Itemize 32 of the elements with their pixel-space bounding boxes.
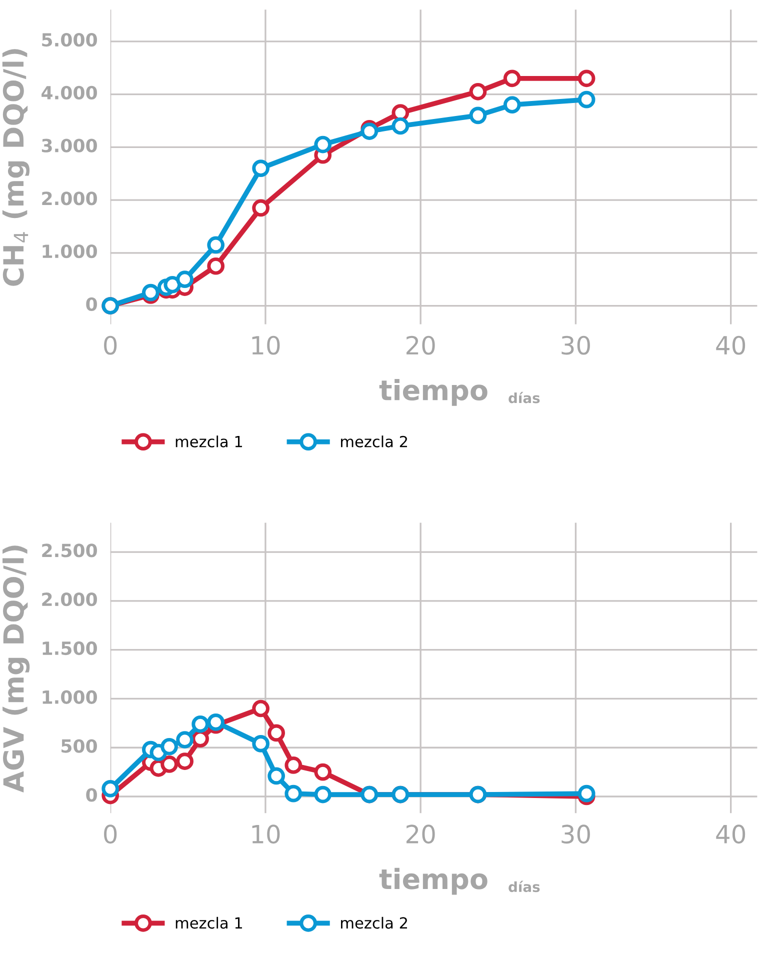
y-tick-label: 2.000 (42, 192, 97, 206)
y-tick-label: 500 (62, 739, 97, 753)
y-tick-label: 2.000 (42, 592, 97, 606)
legend-label: mezcla 2 (341, 916, 407, 929)
y-tick-label: 3.000 (42, 138, 97, 152)
text: días (508, 392, 540, 404)
x-tick-label: 30 (562, 336, 590, 355)
y-tick-label: 2.500 (42, 544, 97, 558)
x-tick-label: 40 (716, 336, 746, 355)
y-tick-label: 4.000 (42, 86, 97, 100)
legend-label: mezcla 1 (176, 436, 242, 448)
text: días (508, 880, 540, 892)
x-tick-label: 10 (252, 336, 280, 355)
y-tick-label: 1.000 (42, 244, 97, 258)
y-axis-title: CH$_{4}$ (mg DQO/l) (2, 49, 30, 286)
legend-label: mezcla 1 (176, 916, 242, 929)
x-tick-label: 30 (562, 824, 590, 844)
y-axis-title: AGV (mg DQO/l) (2, 546, 30, 792)
x-tick-label: 20 (406, 824, 435, 844)
y-tick-label: 1.000 (42, 690, 97, 704)
x-tick-label: 0 (104, 336, 117, 355)
x-tick-label: 20 (406, 336, 435, 355)
x-axis-title: tiempo (379, 379, 488, 406)
x-axis-title: tiempo (379, 868, 488, 895)
y-tick-label: 0 (86, 297, 97, 312)
legend-label: mezcla 2 (341, 436, 407, 448)
x-tick-label: 40 (716, 824, 746, 844)
y-tick-label: 5.000 (42, 32, 97, 47)
x-tick-label: 0 (104, 824, 117, 844)
y-tick-label: 0 (86, 788, 97, 802)
x-tick-label: 10 (252, 824, 280, 844)
y-tick-label: 1.500 (42, 641, 97, 656)
